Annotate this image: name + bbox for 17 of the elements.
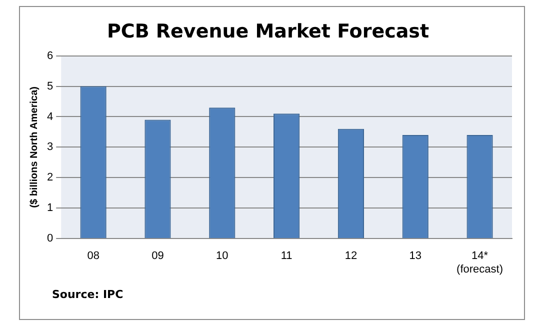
y-tick-label: 6 (46, 50, 54, 62)
y-tick-label: 3 (46, 141, 54, 154)
x-tick-label: 11 (280, 250, 292, 262)
y-tick-label: 0 (46, 232, 54, 245)
x-tick-label: 14* (forecast) (456, 250, 504, 276)
y-tick-label: 4 (46, 110, 54, 123)
y-tick-label: 5 (46, 80, 54, 92)
x-tick-label: 08 (87, 250, 100, 262)
chart-title: PCB Revenue Market Forecast (106, 20, 430, 42)
source-note: Source: IPC (52, 288, 124, 301)
x-tick-label: 13 (409, 250, 422, 262)
y-tick-label: 2 (46, 172, 54, 184)
x-tick-label: 09 (152, 250, 164, 262)
x-tick-label: 12 (344, 250, 358, 262)
y-axis-title: ($ billions North America) (28, 86, 40, 208)
x-tick-label: 10 (216, 250, 228, 262)
y-tick-label: 1 (46, 202, 54, 214)
